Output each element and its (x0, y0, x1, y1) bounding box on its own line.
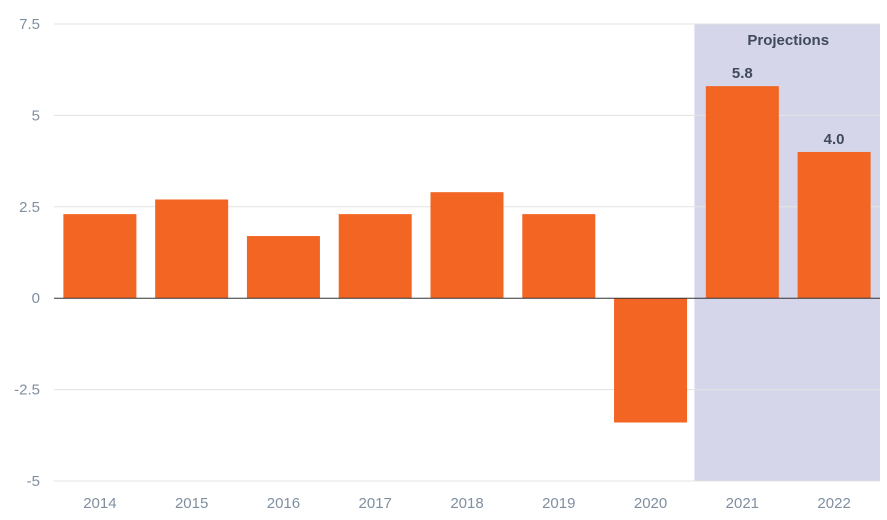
data-labels: 5.8 4.0 (732, 65, 845, 148)
x-tick-label: 2017 (359, 495, 392, 512)
y-tick-label: 7.5 (19, 16, 40, 33)
y-tick-label: 0 (32, 290, 40, 307)
y-tick-label: -5 (27, 473, 40, 490)
projections-label: Projections (747, 32, 829, 49)
bar-2021 (705, 86, 779, 299)
x-tick-label: 2018 (450, 495, 483, 512)
y-tick-label: 2.5 (19, 199, 40, 216)
y-tick-label: -2.5 (14, 382, 40, 399)
bar-2020 (614, 298, 688, 423)
x-tick-label: 2022 (817, 495, 850, 512)
bar-2016 (246, 236, 320, 299)
bar-2018 (430, 192, 504, 299)
data-label-2022: 4.0 (824, 131, 845, 148)
bar-2014 (63, 214, 137, 299)
y-axis-ticks: 7.5 5 2.5 0 -2.5 -5 (14, 16, 40, 490)
y-tick-label: 5 (32, 107, 40, 124)
x-tick-label: 2014 (83, 495, 116, 512)
x-tick-label: 2021 (726, 495, 759, 512)
bar-2017 (338, 214, 412, 299)
x-axis-ticks: 2014 2015 2016 2017 2018 2019 2020 2021 2022 (83, 495, 851, 512)
bar-2022 (797, 151, 871, 299)
x-tick-label: 2019 (542, 495, 575, 512)
x-tick-label: 2016 (267, 495, 300, 512)
x-tick-label: 2015 (175, 495, 208, 512)
x-tick-label: 2020 (634, 495, 667, 512)
data-label-2021: 5.8 (732, 65, 753, 82)
bar-2015 (155, 199, 229, 299)
bar-2019 (522, 214, 596, 299)
bars (63, 86, 871, 423)
